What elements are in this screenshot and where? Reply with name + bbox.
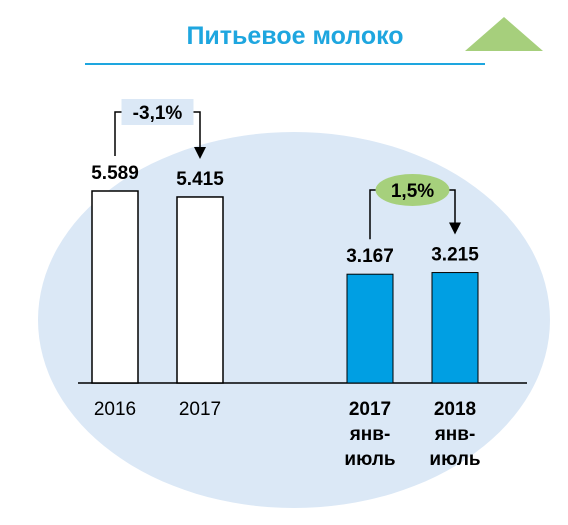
change-label-2: 1,5% [391, 181, 434, 202]
arrowhead-icon [194, 146, 206, 159]
bar-3 [346, 273, 394, 384]
background-ellipse [38, 132, 550, 508]
change-label-bg [121, 99, 194, 125]
change-label-1: -3,1% [133, 103, 183, 124]
bar-4 [431, 272, 479, 384]
bar-1 [91, 190, 139, 384]
x-tick-label-4-line-2: янв- [434, 424, 476, 445]
change-badge [375, 174, 450, 206]
data-label-2: 5.415 [176, 169, 224, 190]
corner-triangle-icon [465, 17, 543, 51]
x-tick-label-4-line-1: 2018 [434, 399, 476, 420]
x-tick-label-2: 2017 [179, 399, 221, 420]
data-label-4: 3.215 [431, 245, 479, 266]
x-tick-label-3-line-3: июль [344, 449, 395, 470]
data-label-3: 3.167 [346, 246, 394, 267]
data-label-1: 5.589 [91, 163, 139, 184]
arrowhead-icon [449, 222, 461, 235]
x-tick-label-4-line-3: июль [429, 449, 480, 470]
x-tick-label-3-line-1: 2017 [349, 399, 391, 420]
bar-2 [176, 196, 224, 384]
chart-title: Питьевое молоко [186, 22, 404, 50]
x-tick-label-3-line-2: янв- [349, 424, 391, 445]
x-tick-label-1: 2016 [94, 399, 136, 420]
